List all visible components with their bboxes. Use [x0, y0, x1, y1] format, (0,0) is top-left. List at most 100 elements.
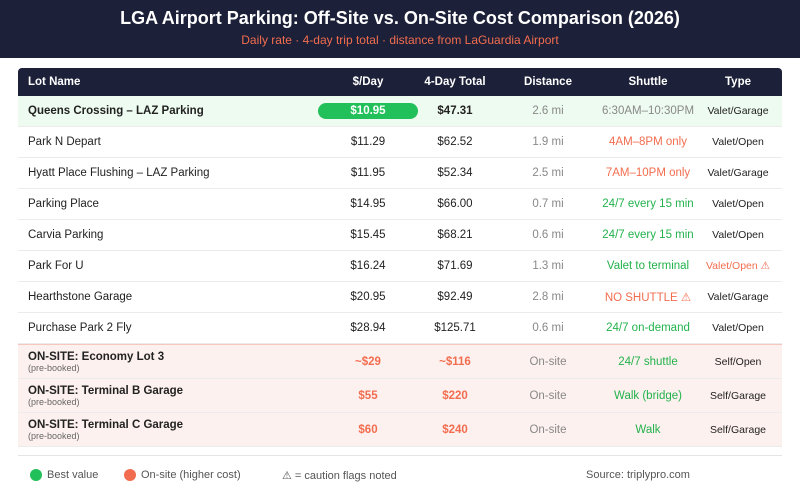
cell: 24/7 every 15 min	[590, 189, 706, 219]
column-header: Distance	[524, 76, 572, 88]
cell: Queens Crossing – LAZ Parking	[28, 96, 308, 126]
cell: $10.95	[318, 96, 418, 126]
lot-name: Hearthstone Garage	[28, 291, 133, 303]
total: $220	[442, 389, 468, 402]
lot-name-wrap: Park For U	[28, 260, 84, 272]
distance: 2.8 mi	[532, 291, 564, 303]
lot-note: (pre-booked)	[28, 430, 80, 441]
cell: $16.24	[318, 251, 418, 281]
cell: 2.5 mi	[510, 158, 586, 188]
price: $16.24	[350, 260, 386, 272]
cell: 0.7 mi	[510, 189, 586, 219]
distance: On-site	[529, 389, 567, 402]
shuttle: Walk	[635, 423, 661, 436]
cell: $11.95	[318, 158, 418, 188]
type: Valet/Open	[712, 322, 764, 334]
price: $11.95	[350, 167, 386, 179]
column-header: $/Day	[352, 76, 384, 88]
total: $47.31	[437, 105, 473, 117]
price: $28.94	[350, 322, 386, 334]
cell: Parking Place	[28, 189, 308, 219]
distance: 1.9 mi	[532, 136, 564, 148]
cell: Walk	[590, 413, 706, 446]
lot-name: Carvia Parking	[28, 229, 104, 241]
legend-swatch	[30, 469, 42, 481]
price: $11.29	[350, 136, 386, 148]
column-header: Lot Name	[28, 76, 81, 88]
type: Self/Garage	[709, 389, 767, 402]
shuttle: 24/7 every 15 min	[602, 198, 694, 210]
total: $240	[442, 423, 468, 436]
cell: $71.69	[420, 251, 490, 281]
best-price: $10.95	[318, 103, 418, 119]
cell: Purchase Park 2 Fly	[28, 313, 308, 343]
legend-label: ⚠ = caution flags noted	[282, 470, 397, 482]
lot-name-wrap: Park N Depart	[28, 136, 101, 148]
cell: $220	[420, 379, 490, 412]
table-row: Carvia Parking $15.45 $68.21 0.6 mi 24/7 eve…	[18, 220, 782, 251]
distance: 0.6 mi	[532, 229, 564, 241]
total: $52.34	[437, 167, 473, 179]
cell: Self/Open	[704, 345, 772, 378]
price: ~$29	[355, 355, 381, 368]
table-row: Hyatt Place Flushing – LAZ Parking $11.95…	[18, 158, 782, 189]
cell: ~$29	[318, 345, 418, 378]
cell: Self/Garage	[704, 413, 772, 446]
cell: On-site	[510, 345, 586, 378]
shuttle: NO SHUTTLE ⚠	[604, 292, 692, 304]
title: LGA Airport Parking: Off-Site vs. On-Sit…	[120, 8, 680, 28]
total: $68.21	[437, 229, 473, 241]
shuttle: 24/7 shuttle	[618, 355, 678, 368]
cell: $52.34	[420, 158, 490, 188]
cell: $28.94	[318, 313, 418, 343]
cell: $60	[318, 413, 418, 446]
table-row: ON-SITE: Economy Lot 3 (pre-booked) ~$29 ~$…	[18, 344, 782, 379]
type: Valet/Open	[712, 136, 764, 148]
lot-name-wrap: Queens Crossing – LAZ Parking	[28, 105, 204, 117]
lot-name: Park For U	[28, 260, 84, 272]
cell: $240	[420, 413, 490, 446]
lot-name: ON-SITE: Economy Lot 3	[28, 350, 165, 363]
cell: Carvia Parking	[28, 220, 308, 250]
price: $20.95	[350, 291, 386, 303]
distance: 2.5 mi	[532, 167, 564, 179]
cell: ~$116	[420, 345, 490, 378]
cell: Walk (bridge)	[590, 379, 706, 412]
cell: Valet to terminal	[590, 251, 706, 281]
cell: 24/7 every 15 min	[590, 220, 706, 250]
distance: 1.3 mi	[532, 260, 564, 272]
cell: Valet/Garage	[704, 96, 772, 126]
cell: Hearthstone Garage	[28, 282, 308, 312]
distance: 0.6 mi	[532, 322, 564, 334]
cell: 1.9 mi	[510, 127, 586, 157]
lot-name-wrap: ON-SITE: Terminal C Garage (pre-booked)	[28, 419, 183, 441]
distance: 2.6 mi	[532, 105, 564, 117]
cell: 24/7 shuttle	[590, 345, 706, 378]
table-row: Purchase Park 2 Fly $28.94 $125.71 0.6 mi 24…	[18, 313, 782, 344]
cell: $11.29	[318, 127, 418, 157]
table-row: Park N Depart $11.29 $62.52 1.9 mi 4AM–8PM o…	[18, 127, 782, 158]
cell: $62.52	[420, 127, 490, 157]
lot-name: Purchase Park 2 Fly	[28, 322, 132, 334]
divider	[18, 455, 782, 456]
total: $66.00	[437, 198, 473, 210]
type: Valet/Open	[712, 229, 764, 241]
lot-name-wrap: Purchase Park 2 Fly	[28, 322, 132, 334]
cell: 0.6 mi	[510, 220, 586, 250]
lot-note: (pre-booked)	[28, 396, 80, 407]
total: ~$116	[439, 355, 471, 368]
cell: $15.45	[318, 220, 418, 250]
cell: $14.95	[318, 189, 418, 219]
type: Valet/Garage	[707, 291, 769, 303]
lot-note: (pre-booked)	[28, 362, 80, 373]
table-row: ON-SITE: Terminal C Garage (pre-booked) $6…	[18, 413, 782, 447]
table: Lot Name $/Day 4-Day Total Distance Shuttle T…	[18, 68, 782, 447]
price: $14.95	[350, 198, 386, 210]
cell: Hyatt Place Flushing – LAZ Parking	[28, 158, 308, 188]
cell: 2.6 mi	[510, 96, 586, 126]
distance: On-site	[529, 423, 567, 436]
shuttle: Valet to terminal	[606, 260, 690, 272]
table-row: ON-SITE: Terminal B Garage (pre-booked) $5…	[18, 379, 782, 413]
cell: 1.3 mi	[510, 251, 586, 281]
